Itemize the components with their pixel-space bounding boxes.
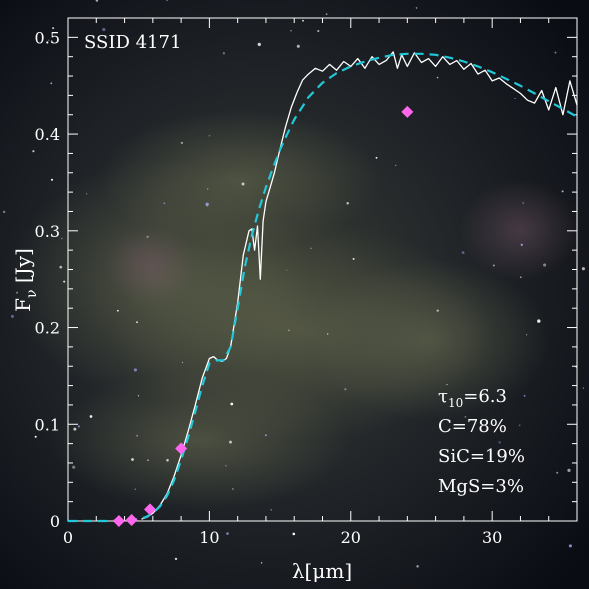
y-tick-label: 0.4 xyxy=(35,125,60,144)
photometry-point xyxy=(125,514,138,527)
x-tick-label: 0 xyxy=(63,528,73,547)
x-tick-label: 10 xyxy=(199,528,219,547)
mgs-annotation: MgS=3% xyxy=(438,476,524,497)
series-layer xyxy=(68,51,578,523)
x-tick-label: 30 xyxy=(482,528,502,547)
y-tick-label: 0.2 xyxy=(35,319,60,338)
fit-parameters: τ10=6.3 C=78% SiC=19% MgS=3% xyxy=(438,386,525,497)
axis-ticks xyxy=(67,18,578,522)
photometry-point xyxy=(112,515,125,527)
y-tick-label: 0.3 xyxy=(35,222,60,241)
axis-tick-labels: 0 10 20 30 0 0.1 0.2 0.3 0.4 0.5 xyxy=(35,28,503,547)
photometry-point xyxy=(401,105,414,118)
sic-annotation: SiC=19% xyxy=(438,446,525,467)
photometry-point xyxy=(144,503,157,516)
model-curve xyxy=(68,52,578,523)
x-axis-label: λ[μm] xyxy=(292,559,352,583)
photometry-point xyxy=(175,442,188,455)
chart-title: SSID 4171 xyxy=(84,32,181,53)
photometry-markers xyxy=(112,105,414,527)
y-tick-label: 0.5 xyxy=(35,28,60,47)
y-axis-label: Fν [Jy] xyxy=(11,248,40,312)
x-tick-label: 20 xyxy=(341,528,361,547)
tau-annotation: τ10=6.3 xyxy=(438,386,507,410)
y-tick-label: 0.1 xyxy=(35,415,60,434)
carbon-annotation: C=78% xyxy=(438,416,507,437)
y-tick-label: 0 xyxy=(50,512,60,531)
